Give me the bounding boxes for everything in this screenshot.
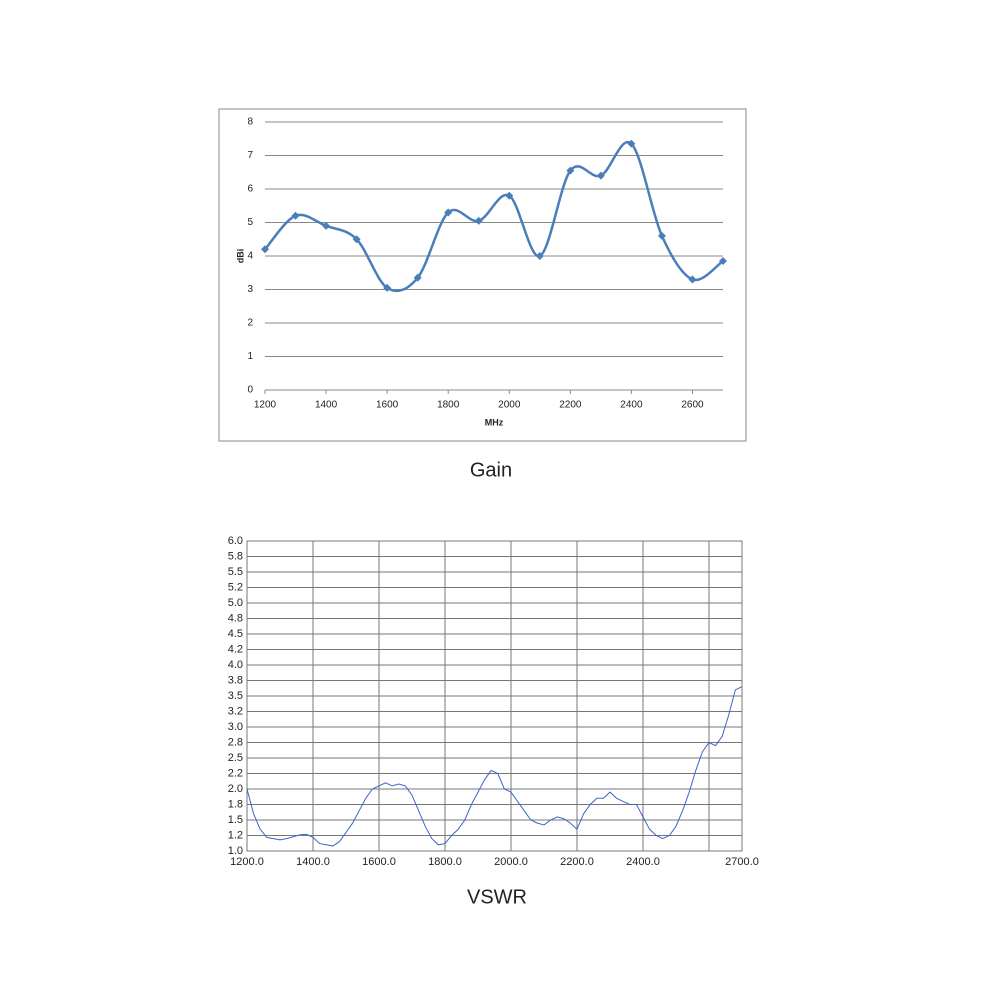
y-tick-label: 1.2 — [228, 829, 243, 841]
point-marker — [566, 166, 575, 175]
x-tick-label: 1600.0 — [362, 856, 396, 868]
chart-title: Gain — [470, 459, 512, 481]
x-tick-label: 2200 — [559, 400, 582, 411]
y-tick-label: 6 — [247, 184, 253, 195]
y-tick-label: 0 — [247, 385, 253, 396]
plot-border — [246, 540, 743, 852]
y-tick-label: 2.0 — [228, 783, 243, 795]
series-line — [246, 686, 743, 847]
y-tick-label: 5.0 — [228, 597, 243, 609]
x-tick-label: 2400.0 — [626, 856, 660, 868]
point-marker — [352, 235, 361, 244]
x-tick-label: 1800 — [437, 400, 460, 411]
series-line — [264, 140, 724, 293]
chart: 1.0 1.2 1.5 1.8 2.0 2.2 2.5 2.8 3.0 3.2 3.5 3.8 4.0 4… — [228, 535, 759, 908]
y-tick-label: 1.0 — [228, 845, 243, 857]
y-tick-label: 5.8 — [228, 550, 243, 562]
point-marker — [688, 275, 697, 284]
y-tick-label: 1.8 — [228, 798, 243, 810]
point-marker — [444, 208, 453, 217]
chart: 0 1 2 3 4 5 6 7 8 1200 1400 1600 1800 2000 2200 2400 260… — [218, 108, 747, 481]
y-tick-label: 3.2 — [228, 705, 243, 717]
x-axis-label: MHz — [485, 417, 504, 427]
y-tick-label: 8 — [247, 117, 253, 128]
y-tick-label: 5.2 — [228, 581, 243, 593]
y-tick-label: 2.2 — [228, 767, 243, 779]
y-tick-label: 2.5 — [228, 752, 243, 764]
point-marker — [719, 257, 727, 266]
y-tick-label: 1 — [247, 351, 253, 362]
x-tick-label: 2000.0 — [494, 856, 528, 868]
point-marker — [291, 211, 300, 220]
y-tick-label: 3.5 — [228, 690, 243, 702]
x-tick-label: 1400 — [315, 400, 338, 411]
point-marker — [413, 273, 422, 282]
y-tick-label: 2.8 — [228, 736, 243, 748]
point-marker — [596, 171, 605, 180]
y-tick-label: 4.5 — [228, 628, 243, 640]
chart-title: VSWR — [467, 886, 527, 908]
point-marker — [383, 283, 392, 292]
point-marker — [505, 191, 514, 200]
y-tick-label: 3.8 — [228, 674, 243, 686]
y-tick-label: 7 — [247, 150, 253, 161]
y-tick-label: 5 — [247, 217, 253, 228]
x-tick-label: 1200.0 — [230, 856, 264, 868]
y-axis-label: dBi — [235, 249, 245, 264]
point-marker — [657, 231, 666, 240]
x-tick-label: 1600 — [376, 400, 399, 411]
point-marker — [322, 221, 331, 230]
y-tick-label: 3.0 — [228, 721, 243, 733]
y-tick-label: 1.5 — [228, 814, 243, 826]
x-tick-label: 2600 — [681, 400, 704, 411]
y-tick-label: 6.0 — [228, 535, 243, 547]
y-tick-label: 4 — [247, 251, 253, 262]
y-tick-label: 3 — [247, 284, 253, 295]
y-tick-label: 4.2 — [228, 643, 243, 655]
y-tick-label: 4.0 — [228, 659, 243, 671]
x-tick-label: 1200 — [254, 400, 277, 411]
y-tick-label: 2 — [247, 318, 253, 329]
chart-frame — [218, 108, 747, 442]
x-tick-label: 1400.0 — [296, 856, 330, 868]
x-tick-label: 2700.0 — [725, 856, 759, 868]
x-tick-label: 1800.0 — [428, 856, 462, 868]
x-tick-label: 2200.0 — [560, 856, 594, 868]
y-tick-label: 4.8 — [228, 612, 243, 624]
y-tick-label: 5.5 — [228, 566, 243, 578]
point-marker — [474, 216, 483, 225]
point-marker — [535, 252, 544, 260]
point-marker — [627, 139, 636, 148]
point-marker — [261, 245, 269, 254]
x-tick-label: 2400 — [620, 400, 643, 411]
x-tick-label: 2000 — [498, 400, 521, 411]
